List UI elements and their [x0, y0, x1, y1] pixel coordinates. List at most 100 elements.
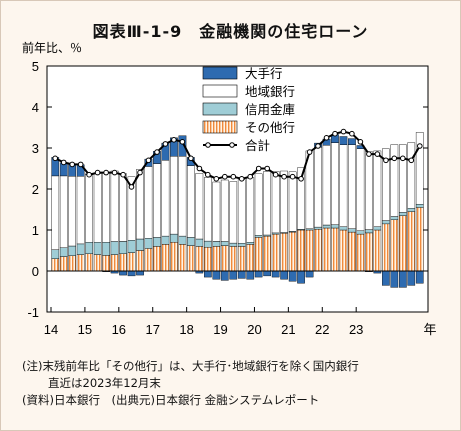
- bar-segment: [229, 246, 238, 272]
- bar-segment: [322, 224, 331, 229]
- note-line-2: 直近は2023年12月末: [48, 376, 161, 390]
- bar-segment: [263, 171, 272, 236]
- bar-segment: [212, 181, 221, 242]
- bar-segment: [170, 155, 178, 235]
- total-point: [69, 161, 75, 168]
- bar-segment: [102, 255, 111, 272]
- bar-segment: [322, 227, 331, 272]
- note-line-1: (注)末残前年比「その他行」は、大手行･地域銀行を除く国内銀行: [22, 359, 359, 373]
- bar-segment: [178, 135, 187, 157]
- bar-segment: [339, 226, 348, 231]
- bar-segment: [339, 229, 348, 272]
- bar-segment: [339, 144, 348, 227]
- total-point: [400, 155, 406, 162]
- bar-segment: [348, 144, 356, 229]
- total-point: [357, 139, 364, 145]
- x-tick-label: 18: [179, 322, 193, 337]
- total-point: [111, 169, 118, 176]
- bar-segment: [119, 270, 127, 276]
- total-point: [230, 173, 237, 180]
- total-point: [289, 173, 296, 180]
- bar-segment: [399, 270, 407, 288]
- bar-segment: [280, 170, 289, 233]
- bar-segment: [127, 176, 136, 241]
- bar-segment: [170, 233, 178, 243]
- bar-segment: [237, 246, 246, 272]
- y-tick-label: -1: [27, 305, 39, 320]
- bar-segment: [373, 226, 382, 231]
- total-point: [264, 165, 271, 172]
- x-tick-label: 21: [281, 322, 295, 337]
- legend-swatch-point: [205, 142, 211, 148]
- notes: (注)末残前年比「その他行」は、大手行･地域銀行を除く国内銀行 直近は2023年…: [22, 358, 359, 409]
- bar-segment: [144, 237, 153, 249]
- bar-segment: [280, 270, 289, 280]
- bar-segment: [144, 166, 153, 239]
- bar-segment: [76, 254, 85, 272]
- bar-segment: [254, 237, 263, 272]
- total-point: [222, 173, 228, 180]
- bar-segment: [76, 176, 85, 245]
- bar-segment: [178, 155, 187, 237]
- total-point: [340, 128, 347, 135]
- bar-segment: [178, 235, 187, 245]
- total-point: [238, 176, 245, 182]
- bar-segment: [229, 242, 238, 247]
- y-tick-label: 2: [32, 182, 39, 197]
- bar-segment: [136, 169, 144, 240]
- x-tick-label: 14: [44, 322, 58, 337]
- bar-segment: [348, 228, 356, 233]
- bar-segment: [263, 270, 272, 277]
- bar-segment: [246, 242, 255, 245]
- bar-segment: [365, 232, 373, 272]
- bar-segment: [373, 150, 382, 227]
- bar-segment: [102, 172, 111, 243]
- bar-segment: [407, 208, 416, 212]
- bar-segment: [348, 138, 356, 146]
- bar-segment: [297, 167, 305, 230]
- bar-segment: [119, 241, 127, 255]
- legend-swatch: [202, 66, 238, 80]
- total-point: [315, 143, 321, 149]
- bar-segment: [153, 237, 161, 247]
- bar-segment: [407, 211, 416, 272]
- bar-segment: [93, 173, 102, 243]
- bar-segment: [220, 241, 229, 246]
- bar-segment: [59, 256, 68, 272]
- total-point: [255, 165, 262, 172]
- total-point: [196, 165, 203, 172]
- bar-segment: [288, 231, 297, 272]
- bar-segment: [297, 270, 305, 284]
- bar-segment: [195, 173, 204, 240]
- total-point: [60, 159, 67, 166]
- x-tick-label: 20: [247, 322, 261, 337]
- legend-label: その他行: [245, 120, 295, 135]
- y-tick-label: 0: [32, 264, 39, 279]
- x-tick-label: 16: [112, 322, 126, 337]
- bar-segment: [212, 241, 221, 247]
- total-point: [128, 184, 135, 190]
- bar-segment: [246, 270, 255, 280]
- total-point: [137, 169, 143, 176]
- bar-segment: [119, 253, 127, 272]
- bar-segment: [356, 233, 365, 272]
- bar-segment: [229, 181, 238, 244]
- bar-segment: [51, 175, 60, 250]
- legend-label: 地域銀行: [245, 84, 295, 99]
- total-point: [52, 155, 59, 162]
- total-point: [298, 176, 304, 182]
- total-point: [188, 155, 194, 162]
- bar-segment: [331, 224, 339, 229]
- bar-segment: [407, 270, 416, 286]
- y-tick-label: 4: [32, 100, 39, 115]
- bar-segment: [93, 254, 102, 272]
- bar-segment: [314, 226, 322, 230]
- y-tick-label: 3: [32, 141, 39, 156]
- bar-segment: [136, 250, 144, 272]
- bar-segment: [254, 235, 263, 238]
- bar-segment: [161, 160, 170, 237]
- bar-segment: [127, 270, 136, 277]
- bar-segment: [382, 220, 390, 225]
- bar-segment: [399, 215, 407, 272]
